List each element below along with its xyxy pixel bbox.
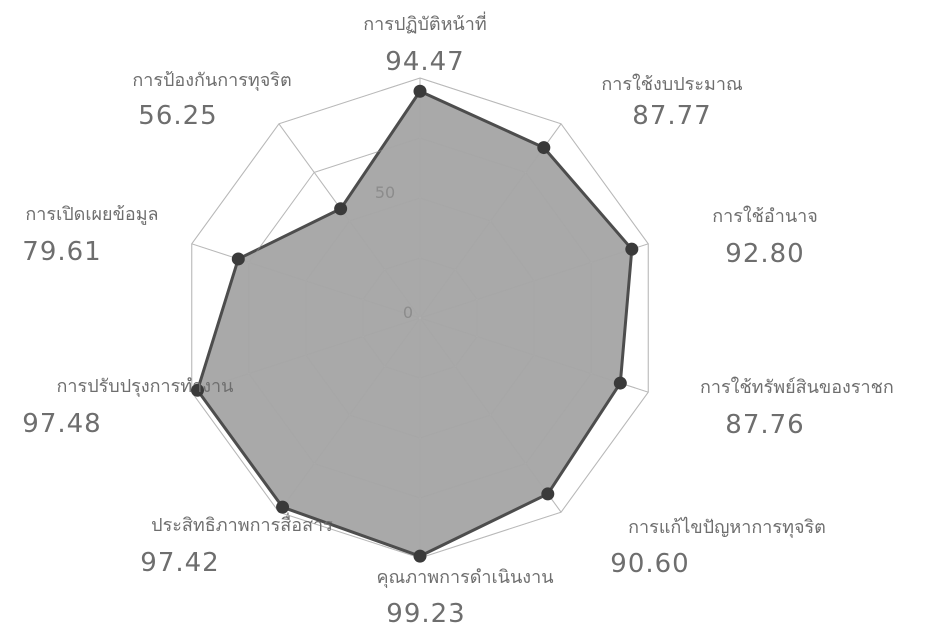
data-point [334, 202, 348, 216]
category-label: การเปิดเผยข้อมูล [25, 204, 158, 225]
category-label: คุณภาพการดำเนินงาน [376, 567, 553, 588]
value-label: 94.47 [385, 47, 464, 77]
grid-spoke [191, 243, 421, 319]
category-label: การป้องกันการทุจริต [132, 70, 291, 91]
category-label: การแก้ไขปัญหาการทุจริต [628, 516, 826, 538]
grid-spoke [278, 123, 421, 319]
grid-spoke [278, 317, 421, 513]
data-point [541, 487, 555, 501]
grid-ring [248, 137, 592, 499]
radar-points [190, 84, 639, 563]
data-point [413, 84, 427, 98]
value-label: 92.80 [725, 239, 804, 269]
value-label: 87.77 [632, 101, 711, 131]
category-label: การใช้อำนาจ [712, 205, 818, 227]
data-point [537, 141, 551, 155]
value-label: 90.60 [610, 549, 689, 579]
value-label: 99.23 [386, 599, 465, 627]
radar-ticks: 0 50 [375, 183, 413, 322]
data-point [413, 549, 427, 563]
value-label: 56.25 [138, 101, 217, 131]
data-point [276, 500, 290, 514]
series-area [195, 89, 634, 558]
value-label: 97.48 [22, 409, 101, 439]
radar-area [191, 77, 649, 559]
category-label: การใช้งบประมาณ [601, 73, 742, 95]
value-label: 97.42 [140, 548, 219, 578]
grid-spoke [191, 317, 421, 393]
grid-ring [305, 197, 535, 439]
data-point [231, 252, 245, 266]
grid-spoke [419, 317, 562, 513]
category-label: การปรับปรุงการทำงาน [57, 376, 234, 397]
grid-spoke [419, 317, 649, 393]
data-point [613, 376, 627, 390]
tick-label-50: 50 [375, 183, 395, 202]
radar-labels: การปฏิบัติหน้าที่ 94.47 การใช้งบประมาณ 8… [22, 11, 893, 627]
data-point [190, 383, 204, 397]
tick-label-0: 0 [403, 303, 413, 322]
data-point [625, 242, 639, 256]
grid-ring [362, 257, 478, 379]
grid-spoke [419, 243, 649, 319]
value-label: 79.61 [22, 237, 101, 267]
category-label: การปฏิบัติหน้าที่ [363, 11, 486, 35]
category-label: การใช้ทรัพย์สินของราชก [700, 376, 894, 398]
grid-spoke [419, 123, 562, 319]
category-label: ประสิทธิภาพการสื่อสาร [151, 512, 333, 536]
value-label: 87.76 [725, 410, 804, 440]
